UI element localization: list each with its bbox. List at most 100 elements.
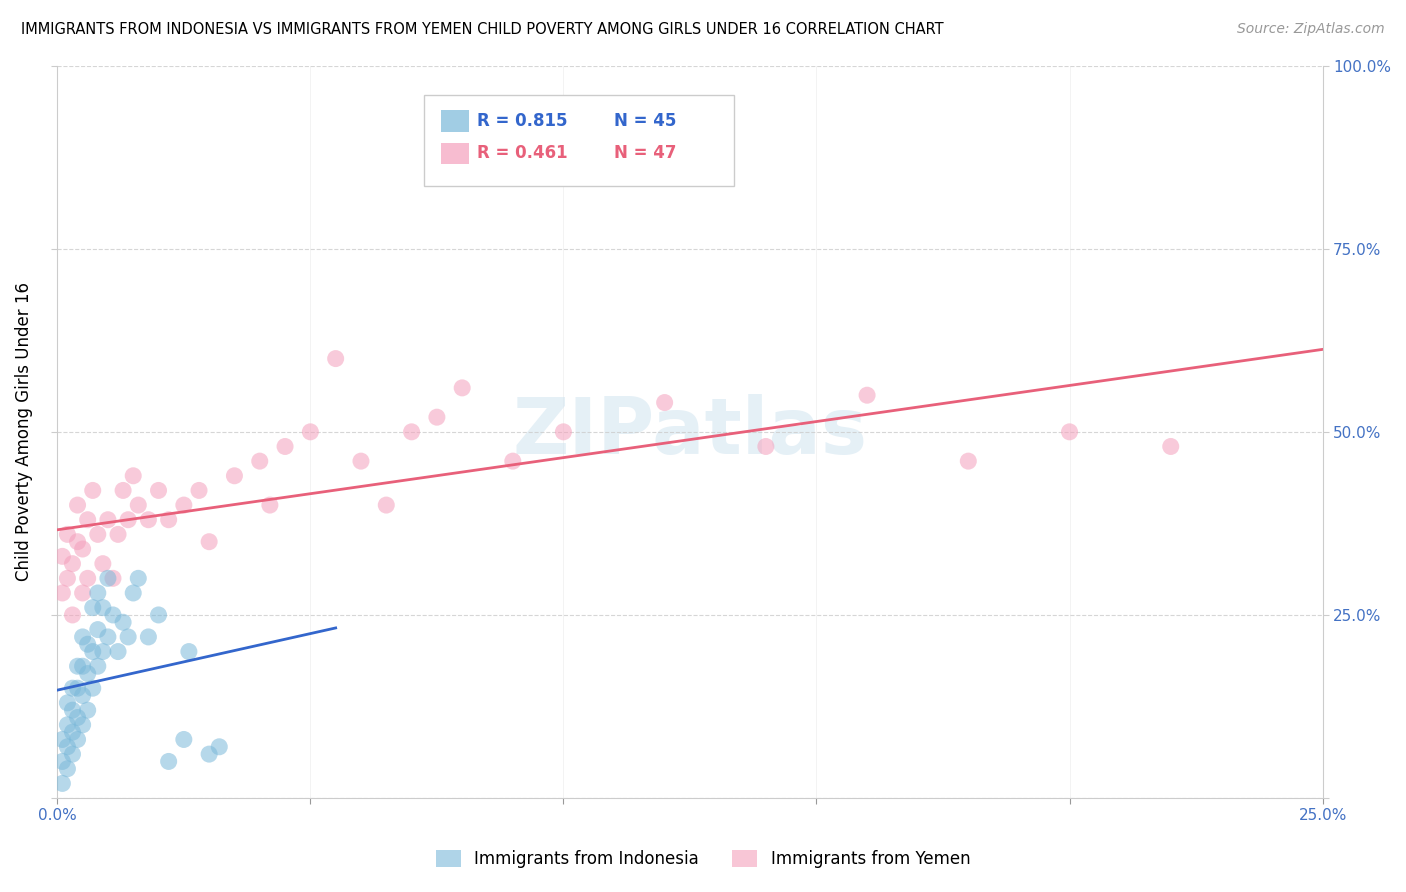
Point xyxy=(56,718,79,732)
Point xyxy=(138,630,160,644)
Point xyxy=(117,513,139,527)
Text: N = 47: N = 47 xyxy=(614,145,676,162)
Point xyxy=(148,483,170,498)
Point xyxy=(72,718,94,732)
Point xyxy=(1059,425,1081,439)
FancyBboxPatch shape xyxy=(440,143,468,164)
Point xyxy=(957,454,980,468)
Point xyxy=(97,630,120,644)
Point xyxy=(274,440,297,454)
Point xyxy=(173,498,195,512)
Point xyxy=(198,534,221,549)
Point xyxy=(224,468,246,483)
Point xyxy=(62,557,84,571)
Point xyxy=(87,527,110,541)
Text: ZIPatlas: ZIPatlas xyxy=(512,394,868,470)
Point xyxy=(249,454,271,468)
Point xyxy=(76,513,98,527)
Point xyxy=(91,557,114,571)
Point xyxy=(91,600,114,615)
Point xyxy=(97,513,120,527)
Point xyxy=(51,586,73,600)
Point xyxy=(451,381,474,395)
Point xyxy=(856,388,879,402)
Point xyxy=(62,747,84,761)
Point xyxy=(1160,440,1182,454)
Point xyxy=(91,644,114,658)
Point xyxy=(62,703,84,717)
Point xyxy=(82,483,104,498)
Point xyxy=(127,571,149,585)
Point xyxy=(51,732,73,747)
Point xyxy=(198,747,221,761)
Point xyxy=(127,498,149,512)
Point xyxy=(82,681,104,696)
Point xyxy=(259,498,281,512)
Point xyxy=(107,527,129,541)
Point xyxy=(56,762,79,776)
Point xyxy=(117,630,139,644)
Point xyxy=(87,659,110,673)
Point xyxy=(188,483,211,498)
Point xyxy=(66,534,89,549)
Point xyxy=(148,607,170,622)
Point xyxy=(72,659,94,673)
Point xyxy=(76,703,98,717)
Point xyxy=(66,498,89,512)
Point xyxy=(325,351,347,366)
Point xyxy=(101,607,124,622)
Point xyxy=(62,725,84,739)
Point xyxy=(56,739,79,754)
Point xyxy=(401,425,423,439)
Point xyxy=(654,395,676,409)
Text: R = 0.461: R = 0.461 xyxy=(478,145,568,162)
Point xyxy=(72,541,94,556)
Point xyxy=(66,732,89,747)
Point xyxy=(76,571,98,585)
Point xyxy=(426,410,449,425)
Point xyxy=(138,513,160,527)
Point xyxy=(208,739,231,754)
Point xyxy=(553,425,575,439)
Point xyxy=(76,666,98,681)
Text: IMMIGRANTS FROM INDONESIA VS IMMIGRANTS FROM YEMEN CHILD POVERTY AMONG GIRLS UND: IMMIGRANTS FROM INDONESIA VS IMMIGRANTS … xyxy=(21,22,943,37)
Point xyxy=(56,696,79,710)
Point xyxy=(56,571,79,585)
FancyBboxPatch shape xyxy=(425,95,734,186)
Point xyxy=(72,689,94,703)
Text: R = 0.815: R = 0.815 xyxy=(478,112,568,129)
Point xyxy=(51,549,73,564)
Point xyxy=(299,425,322,439)
Point xyxy=(157,513,180,527)
Point xyxy=(157,755,180,769)
Point xyxy=(173,732,195,747)
Point xyxy=(51,755,73,769)
Point xyxy=(87,586,110,600)
Point xyxy=(97,571,120,585)
Point xyxy=(87,623,110,637)
Point xyxy=(82,600,104,615)
FancyBboxPatch shape xyxy=(440,110,468,131)
Point xyxy=(177,644,200,658)
Point xyxy=(66,681,89,696)
Point xyxy=(350,454,373,468)
Point xyxy=(375,498,398,512)
Point xyxy=(107,644,129,658)
Text: Source: ZipAtlas.com: Source: ZipAtlas.com xyxy=(1237,22,1385,37)
Legend: Immigrants from Indonesia, Immigrants from Yemen: Immigrants from Indonesia, Immigrants fr… xyxy=(429,843,977,875)
Point xyxy=(755,440,778,454)
Y-axis label: Child Poverty Among Girls Under 16: Child Poverty Among Girls Under 16 xyxy=(15,283,32,582)
Point xyxy=(122,468,145,483)
Point xyxy=(66,659,89,673)
Point xyxy=(76,637,98,651)
Point xyxy=(112,483,135,498)
Point xyxy=(82,644,104,658)
Point xyxy=(62,607,84,622)
Point xyxy=(51,776,73,790)
Point xyxy=(122,586,145,600)
Text: N = 45: N = 45 xyxy=(614,112,676,129)
Point xyxy=(72,586,94,600)
Point xyxy=(101,571,124,585)
Point xyxy=(112,615,135,630)
Point xyxy=(502,454,524,468)
